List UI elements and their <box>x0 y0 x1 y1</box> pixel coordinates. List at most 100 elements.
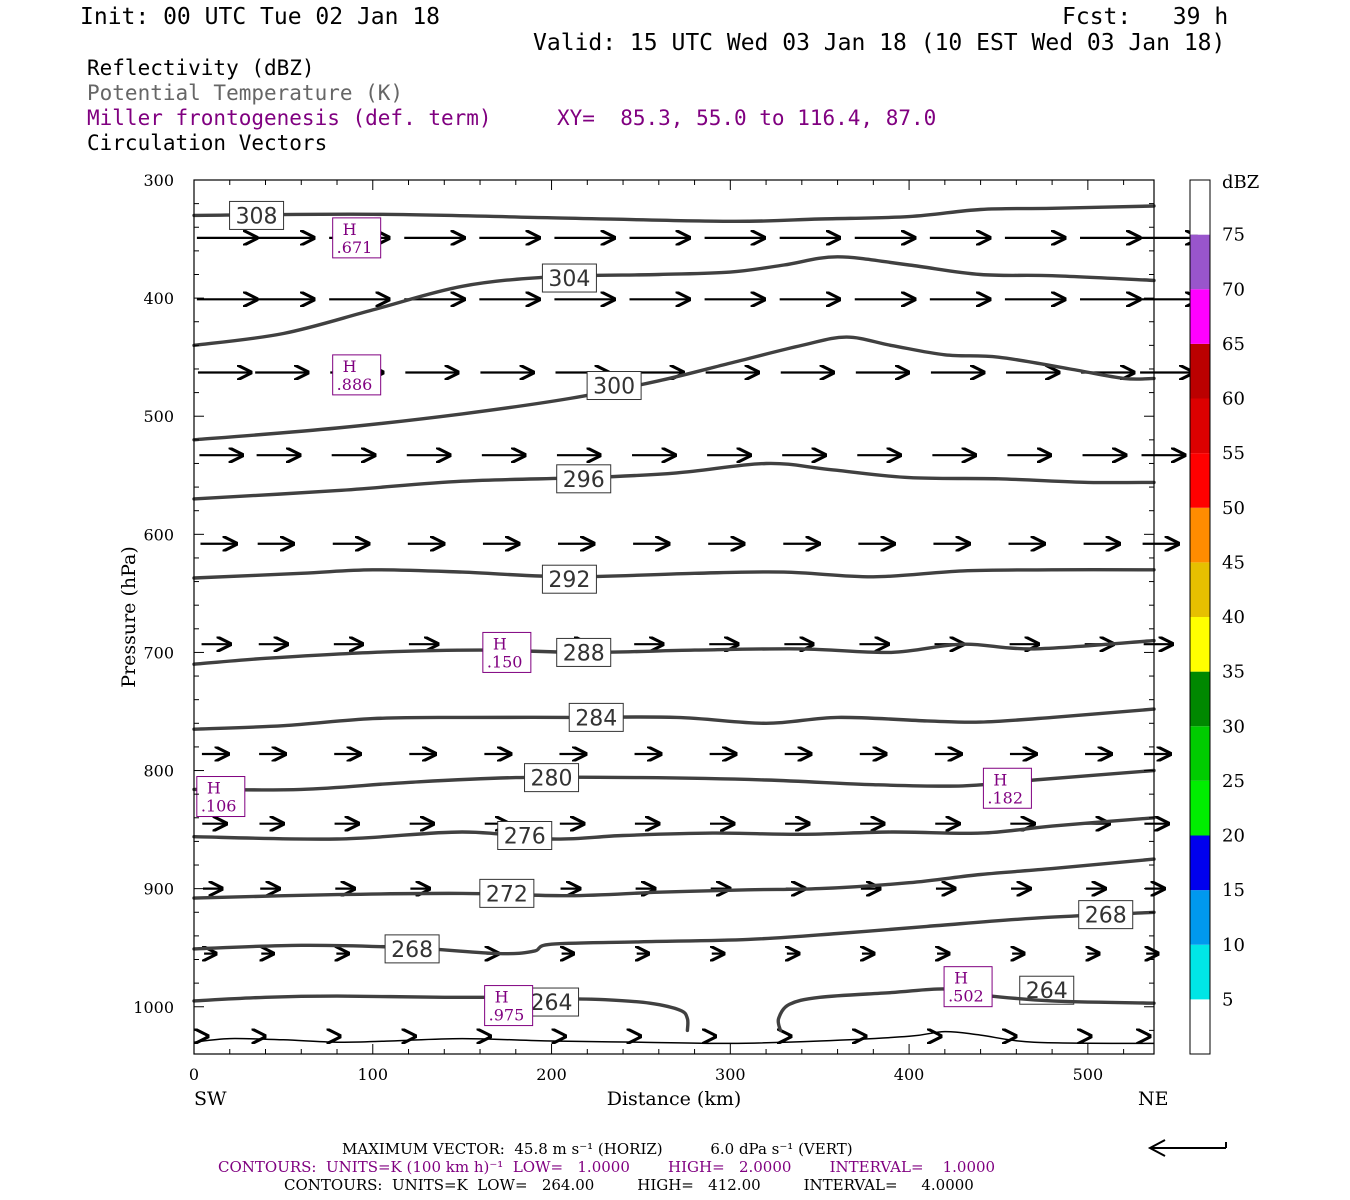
colorbar-tick-label: 30 <box>1222 716 1245 737</box>
frontogenesis-extremum-value: .975 <box>489 1006 525 1025</box>
theta-label: 276 <box>504 825 546 850</box>
x-tick-label: 400 <box>894 1065 925 1084</box>
colorbar-swatch <box>1190 180 1210 235</box>
field-label-theta: Potential Temperature (K) <box>87 81 404 105</box>
frontogenesis-label-box <box>943 966 993 1008</box>
colorbar-tick-label: 40 <box>1222 607 1245 628</box>
theta-label-box <box>541 564 597 594</box>
colorbar-swatch <box>1190 343 1210 399</box>
frontogenesis-extremum-type: H <box>954 969 968 988</box>
y-tick-label: 500 <box>143 407 174 426</box>
theta-contour-284 <box>192 707 1156 731</box>
theta-label: 292 <box>548 568 590 593</box>
frontogenesis-extremum-value: .182 <box>987 788 1023 807</box>
frontogenesis-label-box <box>332 217 382 259</box>
theta-label: 280 <box>531 767 573 792</box>
theta-contour-292 <box>192 568 1156 580</box>
y-tick-label: 1000 <box>133 998 174 1017</box>
theta-label: 304 <box>548 267 590 292</box>
theta-contour-288 <box>192 638 1156 666</box>
theta-contour-272 <box>192 857 1156 900</box>
theta-label: 296 <box>563 468 605 493</box>
theta-label: 284 <box>575 706 617 731</box>
colorbar-swatch <box>1190 999 1210 1054</box>
theta-label-box <box>1078 900 1134 930</box>
colorbar-tick-label: 10 <box>1222 935 1245 956</box>
colorbar-tick-label: 65 <box>1222 334 1245 355</box>
ground-contour <box>193 1030 1155 1045</box>
colorbar-swatch <box>1190 944 1210 1000</box>
colorbar-tick-label: 70 <box>1222 279 1245 300</box>
theta-label: 300 <box>593 375 635 400</box>
field-label-reflectivity: Reflectivity (dBZ) <box>87 56 315 80</box>
theta-contour-264 <box>776 987 1156 1033</box>
colorbar-tick-label: 55 <box>1222 443 1245 464</box>
valid-time: Valid: 15 UTC Wed 03 Jan 18 (10 EST Wed … <box>533 30 1226 56</box>
theta-contour-264 <box>192 994 690 1033</box>
theta-label-box <box>556 464 612 494</box>
theta-contour-304 <box>192 255 1156 348</box>
theta-contour-308 <box>192 204 1156 224</box>
colorbar: 5 10 15 20 25 30 35 40 45 50 55 60 65 70 75 dBZ <box>1189 172 1259 1055</box>
theta-label: 268 <box>1085 904 1127 929</box>
colorbar-swatch <box>1190 780 1210 836</box>
frontogenesis-extremum-value: .886 <box>337 375 373 394</box>
theta-label-box <box>556 637 612 667</box>
colorbar-tick-label: 25 <box>1222 771 1245 792</box>
y-tick-label: 900 <box>143 880 174 899</box>
colorbar-swatch <box>1190 562 1210 617</box>
frontogenesis-extremum-type: H <box>993 770 1007 789</box>
x-tick-label: 0 <box>189 1065 199 1084</box>
frontogenesis-extremum-type: H <box>493 634 507 653</box>
colorbar-tick-label: 20 <box>1222 826 1245 847</box>
y-tick-label: 800 <box>143 762 174 781</box>
theta-contour-276 <box>192 816 1156 841</box>
frontogenesis-extremum-type: H <box>495 988 509 1007</box>
frontogenesis-label-box <box>982 767 1032 809</box>
frontogenesis-extremum-value: .150 <box>487 652 523 671</box>
xy-endpoints: XY= 85.3, 55.0 to 116.4, 87.0 <box>557 106 937 130</box>
axes: 0 100 200 300 400 500 300 400 500 600 700 800 900 100… <box>133 171 1154 1084</box>
reference-vector-arrow <box>1147 1139 1227 1157</box>
forecast-hour: Fcst: 39 h <box>1062 4 1229 30</box>
colorbar-tick-label: 60 <box>1222 389 1245 410</box>
theta-label-box <box>384 934 440 964</box>
colorbar-swatch <box>1190 289 1210 344</box>
y-tick-label: 700 <box>143 643 174 662</box>
y-tick-label: 600 <box>143 525 174 544</box>
colorbar-swatch <box>1190 398 1210 454</box>
theta-contour-296 <box>192 461 1156 501</box>
frontogenesis-extremum-type: H <box>343 220 357 239</box>
frontogenesis-label-box <box>482 631 532 673</box>
frontogenesis-extremum-type: H <box>343 357 357 376</box>
frontogenesis-extremum-value: .106 <box>201 797 237 816</box>
theta-label: 288 <box>563 641 605 666</box>
colorbar-swatch <box>1190 453 1210 508</box>
y-tick-label: 300 <box>143 171 174 190</box>
frontogenesis-extremum-type: H <box>207 779 221 798</box>
x-axis-label: Distance (km) <box>607 1088 742 1110</box>
plot-frame <box>193 179 1155 1055</box>
colorbar-tick-label: 5 <box>1222 989 1233 1010</box>
colorbar-tick-label: 50 <box>1222 498 1245 519</box>
y-axis-label: Pressure (hPa) <box>118 546 140 688</box>
footer-contours-frontogenesis: CONTOURS: UNITS=K (100 km h)⁻¹ LOW= 1.00… <box>218 1158 995 1176</box>
y-tick-label: 400 <box>143 289 174 308</box>
theta-label-box <box>568 702 624 732</box>
colorbar-unit: dBZ <box>1222 172 1259 193</box>
theta-contour-300 <box>192 335 1156 442</box>
x-tick-label: 300 <box>715 1065 746 1084</box>
frontogenesis-label-box <box>196 776 246 818</box>
theta-label-box <box>541 263 597 293</box>
colorbar-swatch <box>1190 671 1210 727</box>
theta-contour-268 <box>192 910 1156 956</box>
footer-contours-theta: CONTOURS: UNITS=K LOW= 264.00 HIGH= 412.… <box>284 1176 974 1194</box>
theta-label-box <box>479 878 535 908</box>
colorbar-swatch <box>1190 726 1210 781</box>
frontogenesis-extremum-value: .671 <box>337 238 373 257</box>
theta-label-box <box>586 371 642 401</box>
theta-label: 308 <box>236 204 278 229</box>
